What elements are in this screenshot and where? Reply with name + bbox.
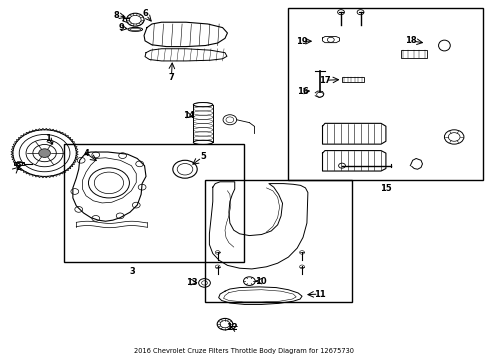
Text: 2016 Chevrolet Cruze Filters Throttle Body Diagram for 12675730: 2016 Chevrolet Cruze Filters Throttle Bo…: [134, 348, 354, 354]
Circle shape: [39, 149, 50, 157]
Text: 6: 6: [142, 9, 148, 18]
Text: 7: 7: [168, 73, 174, 82]
Bar: [341, 77, 363, 82]
Bar: [64, 144, 244, 262]
Text: 14: 14: [182, 111, 194, 120]
Text: 12: 12: [226, 323, 238, 332]
Text: 13: 13: [185, 278, 197, 287]
Bar: [14, 162, 24, 165]
Text: 18: 18: [405, 36, 416, 45]
Text: 17: 17: [318, 76, 329, 85]
Bar: [205, 180, 351, 302]
Bar: [400, 50, 427, 58]
Text: 8: 8: [114, 10, 120, 19]
Text: 9: 9: [119, 23, 124, 32]
Text: 16: 16: [297, 86, 308, 95]
Text: 1: 1: [44, 134, 50, 143]
Text: 19: 19: [296, 37, 307, 46]
Text: 15: 15: [379, 184, 391, 193]
Text: 5: 5: [200, 152, 205, 161]
Text: 2: 2: [15, 163, 21, 172]
Text: 3: 3: [129, 267, 135, 276]
Text: 11: 11: [314, 289, 325, 298]
Bar: [288, 8, 483, 180]
Text: 10: 10: [254, 276, 266, 285]
Text: 4: 4: [83, 149, 89, 158]
